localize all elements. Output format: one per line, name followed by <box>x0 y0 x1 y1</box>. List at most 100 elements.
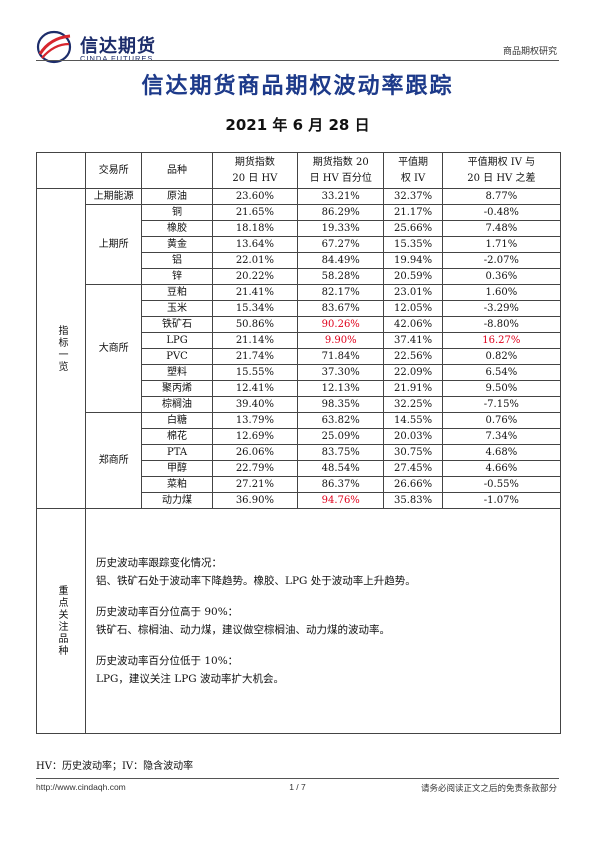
note-heading: 历史波动率百分位低于 10%： <box>96 655 239 667</box>
note-block: 历史波动率百分位高于 90%： 铁矿石、棕榈油、动力煤，建议做空棕榈油、动力煤的波… <box>96 603 560 639</box>
iv-hv-diff-cell: 16.27% <box>441 332 562 349</box>
iv-cell: 27.45% <box>383 460 443 477</box>
iv-cell: 37.41% <box>383 332 443 349</box>
header-blank <box>36 152 86 189</box>
page-number: 1 / 7 <box>289 782 306 792</box>
iv-cell: 35.83% <box>383 492 443 509</box>
table-row: 菜粕 27.21% 86.37% 26.66% -0.55% <box>37 476 562 493</box>
product-cell: 动力煤 <box>141 492 213 509</box>
hv-percentile-cell: 98.35% <box>297 396 385 413</box>
iv-cell: 22.56% <box>383 348 443 365</box>
hv-cell: 13.79% <box>211 412 299 429</box>
hv-cell: 36.90% <box>211 492 299 509</box>
hv-cell: 23.60% <box>211 188 299 205</box>
table-row: 棉花 12.69% 25.09% 20.03% 7.34% <box>37 428 562 445</box>
hv-cell: 21.74% <box>211 348 299 365</box>
iv-cell: 25.66% <box>383 220 443 237</box>
hv-cell: 21.41% <box>211 284 299 301</box>
hv-cell: 26.06% <box>211 444 299 461</box>
note-heading: 历史波动率跟踪变化情况： <box>96 557 222 569</box>
exchange-cell: 上期所 <box>84 204 143 285</box>
product-cell: 锌 <box>141 268 213 285</box>
table-row: 大商所 豆粕 21.41% 82.17% 23.01% 1.60% <box>37 284 562 413</box>
hv-cell: 15.55% <box>211 364 299 381</box>
hv-percentile-cell: 86.37% <box>297 476 385 493</box>
cinda-logo-icon <box>36 30 72 64</box>
iv-cell: 15.35% <box>383 236 443 253</box>
product-cell: 豆粕 <box>141 284 213 301</box>
note-body: 铝、铁矿石处于波动率下降趋势。橡胶、LPG 处于波动率上升趋势。 <box>96 575 416 587</box>
table-row: 指标一览 上期能源 原油 23.60% 33.21% 32.37% 8.77% <box>36 188 562 509</box>
product-cell: 聚丙烯 <box>141 380 213 397</box>
company-logo: 信达期货 CINDA FUTURES <box>36 30 176 68</box>
product-cell: 甲醇 <box>141 460 213 477</box>
hv-cell: 18.18% <box>211 220 299 237</box>
iv-cell: 23.01% <box>383 284 443 301</box>
iv-cell: 26.66% <box>383 476 443 493</box>
header-exchange: 交易所 <box>84 152 143 189</box>
hv-cell: 22.01% <box>211 252 299 269</box>
report-date: 2021 年 6 月 28 日 <box>225 116 370 134</box>
iv-cell: 32.25% <box>383 396 443 413</box>
header-hv-percentile: 期货指数 20 日 HV 百分位 <box>297 152 385 189</box>
product-cell: 棕榈油 <box>141 396 213 413</box>
iv-cell: 20.03% <box>383 428 443 445</box>
hv-percentile-cell: 33.21% <box>297 188 385 205</box>
note-heading: 历史波动率百分位高于 90%： <box>96 606 239 618</box>
table-row: 郑商所 白糖 13.79% 63.82% 14.55% 0.76% <box>37 412 562 509</box>
hv-cell: 21.65% <box>211 204 299 221</box>
product-cell: 棉花 <box>141 428 213 445</box>
iv-hv-diff-cell: 8.77% <box>441 188 562 205</box>
disclaimer-note: 请务必阅读正文之后的免责条款部分 <box>420 784 557 794</box>
hv-percentile-cell: 86.29% <box>297 204 385 221</box>
note-body: LPG，建议关注 LPG 波动率扩大机会。 <box>96 673 285 685</box>
hv-cell: 12.41% <box>211 380 299 397</box>
hv-percentile-cell: 12.13% <box>297 380 385 397</box>
table-row: 铁矿石 50.86% 90.26% 42.06% -8.80% <box>37 316 562 333</box>
table-row: LPG 21.14% 9.90% 37.41% 16.27% <box>37 332 562 349</box>
hv-cell: 27.21% <box>211 476 299 493</box>
product-cell: 铜 <box>141 204 213 221</box>
iv-cell: 19.94% <box>383 252 443 269</box>
iv-cell: 20.59% <box>383 268 443 285</box>
iv-cell: 32.37% <box>383 188 443 205</box>
product-cell: 塑料 <box>141 364 213 381</box>
hv-cell: 13.64% <box>211 236 299 253</box>
hv-percentile-cell: 82.17% <box>297 284 385 301</box>
exchange-cell: 郑商所 <box>84 412 143 509</box>
product-cell: 铁矿石 <box>141 316 213 333</box>
exchange-cell: 大商所 <box>84 284 143 413</box>
iv-cell: 21.91% <box>383 380 443 397</box>
hv-percentile-cell: 84.49% <box>297 252 385 269</box>
page-title: 信达期货商品期权波动率跟踪 <box>141 74 454 99</box>
hv-percentile-cell: 9.90% <box>297 332 385 349</box>
table-row: PTA 26.06% 83.75% 30.75% 4.68% <box>37 444 562 461</box>
iv-hv-diff-cell: 4.66% <box>441 460 562 477</box>
iv-hv-diff-cell: -0.48% <box>441 204 562 221</box>
header-iv-hv-diff: 平值期权 IV 与 20 日 HV 之差 <box>441 152 562 189</box>
table-row: 棕榈油 39.40% 98.35% 32.25% -7.15% <box>37 396 562 413</box>
product-cell: 原油 <box>141 188 213 205</box>
hv-percentile-cell: 25.09% <box>297 428 385 445</box>
website-link[interactable]: http://www.cindaqh.com <box>36 782 126 792</box>
header-product: 品种 <box>141 152 213 189</box>
product-cell: LPG <box>141 332 213 349</box>
iv-cell: 21.17% <box>383 204 443 221</box>
footer-divider <box>36 778 559 779</box>
table-row: 锌 20.22% 58.28% 20.59% 0.36% <box>37 268 562 285</box>
hv-percentile-cell: 94.76% <box>297 492 385 509</box>
table-row: 玉米 15.34% 83.67% 12.05% -3.29% <box>37 300 562 317</box>
iv-hv-diff-cell: -2.07% <box>441 252 562 269</box>
hv-percentile-cell: 48.54% <box>297 460 385 477</box>
hv-percentile-cell: 67.27% <box>297 236 385 253</box>
iv-cell: 42.06% <box>383 316 443 333</box>
iv-hv-diff-cell: -3.29% <box>441 300 562 317</box>
iv-hv-diff-cell: 7.34% <box>441 428 562 445</box>
product-cell: 橡胶 <box>141 220 213 237</box>
iv-cell: 30.75% <box>383 444 443 461</box>
hv-percentile-cell: 37.30% <box>297 364 385 381</box>
iv-hv-diff-cell: -7.15% <box>441 396 562 413</box>
hv-cell: 22.79% <box>211 460 299 477</box>
hv-percentile-cell: 83.75% <box>297 444 385 461</box>
iv-cell: 12.05% <box>383 300 443 317</box>
